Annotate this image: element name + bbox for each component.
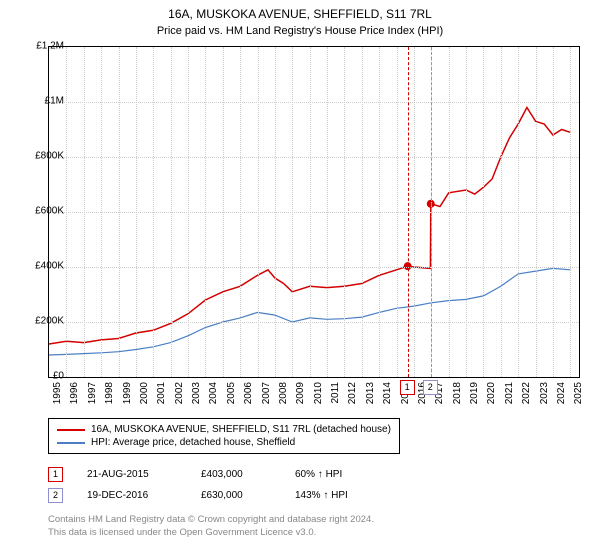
event-row-delta: 60% ↑ HPI <box>295 469 342 480</box>
event-row-date: 21-AUG-2015 <box>87 469 177 480</box>
x-gridline <box>449 47 450 377</box>
x-gridline <box>501 47 502 377</box>
y-axis-label: £800K <box>35 151 64 162</box>
y-gridline <box>49 212 579 213</box>
x-gridline <box>188 47 189 377</box>
x-axis-label: 2022 <box>521 382 532 404</box>
y-gridline <box>49 322 579 323</box>
x-axis-label: 1997 <box>87 382 98 404</box>
x-gridline <box>518 47 519 377</box>
x-axis-label: 2005 <box>226 382 237 404</box>
x-axis-label: 2004 <box>208 382 219 404</box>
x-axis-label: 2007 <box>261 382 272 404</box>
y-axis-label: £1.2M <box>36 41 64 52</box>
y-gridline <box>49 157 579 158</box>
y-axis-label: £0 <box>53 371 64 382</box>
legend-row: HPI: Average price, detached house, Shef… <box>57 436 391 449</box>
x-axis-label: 2006 <box>243 382 254 404</box>
x-axis-label: 1995 <box>52 382 63 404</box>
x-gridline <box>66 47 67 377</box>
footer-attribution: Contains HM Land Registry data © Crown c… <box>48 514 374 540</box>
chart-subtitle: Price paid vs. HM Land Registry's House … <box>0 23 600 37</box>
event-row-id-box: 1 <box>48 467 63 482</box>
x-axis-label: 2011 <box>330 382 341 404</box>
chart-title: 16A, MUSKOKA AVENUE, SHEFFIELD, S11 7RL <box>0 0 600 23</box>
event-row-price: £403,000 <box>201 469 271 480</box>
event-row-delta: 143% ↑ HPI <box>295 490 348 501</box>
legend-label: 16A, MUSKOKA AVENUE, SHEFFIELD, S11 7RL … <box>91 424 391 435</box>
x-axis-label: 2013 <box>365 382 376 404</box>
event-row-date: 19-DEC-2016 <box>87 490 177 501</box>
x-gridline <box>153 47 154 377</box>
x-axis-label: 2008 <box>278 382 289 404</box>
x-axis-label: 2000 <box>139 382 150 404</box>
x-gridline <box>379 47 380 377</box>
x-gridline <box>258 47 259 377</box>
event-row-id-box: 2 <box>48 488 63 503</box>
y-axis-label: £400K <box>35 261 64 272</box>
y-axis-label: £600K <box>35 206 64 217</box>
y-axis-label: £200K <box>35 316 64 327</box>
x-gridline <box>483 47 484 377</box>
x-gridline <box>344 47 345 377</box>
x-axis-label: 2019 <box>469 382 480 404</box>
event-marker-box: 2 <box>423 380 438 395</box>
x-gridline <box>397 47 398 377</box>
x-gridline <box>84 47 85 377</box>
legend-color-swatch <box>57 442 85 444</box>
x-axis-label: 2021 <box>504 382 515 404</box>
event-row-price: £630,000 <box>201 490 271 501</box>
x-axis-label: 2010 <box>313 382 324 404</box>
x-gridline <box>414 47 415 377</box>
x-gridline <box>171 47 172 377</box>
x-axis-label: 2001 <box>156 382 167 404</box>
x-gridline <box>310 47 311 377</box>
x-gridline <box>101 47 102 377</box>
event-marker-line <box>408 47 409 377</box>
event-row: 1 21-AUG-2015 £403,000 60% ↑ HPI <box>48 464 348 485</box>
x-axis-label: 2012 <box>347 382 358 404</box>
chart-plot-area <box>48 46 580 378</box>
x-axis-label: 1999 <box>122 382 133 404</box>
x-axis-label: 2002 <box>174 382 185 404</box>
x-axis-label: 2003 <box>191 382 202 404</box>
x-gridline <box>362 47 363 377</box>
y-gridline <box>49 267 579 268</box>
footer-line-1: Contains HM Land Registry data © Crown c… <box>48 514 374 527</box>
x-gridline <box>119 47 120 377</box>
x-axis-label: 2023 <box>539 382 550 404</box>
events-table: 1 21-AUG-2015 £403,000 60% ↑ HPI 2 19-DEC-201… <box>48 464 348 506</box>
event-marker-box: 1 <box>400 380 415 395</box>
x-gridline <box>292 47 293 377</box>
x-axis-label: 2009 <box>295 382 306 404</box>
x-axis-label: 2018 <box>452 382 463 404</box>
x-axis-label: 2020 <box>486 382 497 404</box>
footer-line-2: This data is licensed under the Open Gov… <box>48 527 374 540</box>
legend-label: HPI: Average price, detached house, Shef… <box>91 437 295 448</box>
event-marker-line <box>431 47 432 377</box>
x-gridline <box>466 47 467 377</box>
x-axis-label: 1998 <box>104 382 115 404</box>
x-gridline <box>553 47 554 377</box>
x-gridline <box>536 47 537 377</box>
y-gridline <box>49 102 579 103</box>
x-gridline <box>240 47 241 377</box>
y-axis-label: £1M <box>45 96 64 107</box>
x-axis-label: 2025 <box>573 382 584 404</box>
x-axis-label: 2014 <box>382 382 393 404</box>
x-gridline <box>327 47 328 377</box>
x-gridline <box>570 47 571 377</box>
legend-box: 16A, MUSKOKA AVENUE, SHEFFIELD, S11 7RL … <box>48 418 400 454</box>
legend-color-swatch <box>57 429 85 431</box>
x-axis-label: 1996 <box>69 382 80 404</box>
x-gridline <box>223 47 224 377</box>
x-gridline <box>275 47 276 377</box>
event-row: 2 19-DEC-2016 £630,000 143% ↑ HPI <box>48 485 348 506</box>
x-axis-label: 2024 <box>556 382 567 404</box>
x-gridline <box>136 47 137 377</box>
legend-row: 16A, MUSKOKA AVENUE, SHEFFIELD, S11 7RL … <box>57 423 391 436</box>
x-gridline <box>205 47 206 377</box>
